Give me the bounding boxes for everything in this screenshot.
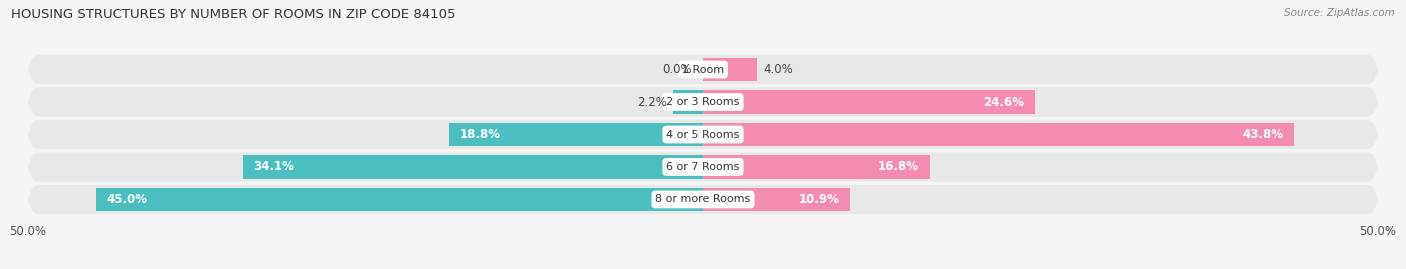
FancyBboxPatch shape — [28, 120, 1378, 149]
Text: 4.0%: 4.0% — [763, 63, 793, 76]
Text: 4 or 5 Rooms: 4 or 5 Rooms — [666, 129, 740, 140]
Text: 45.0%: 45.0% — [107, 193, 148, 206]
Text: 0.0%: 0.0% — [662, 63, 692, 76]
Text: 2 or 3 Rooms: 2 or 3 Rooms — [666, 97, 740, 107]
Text: 8 or more Rooms: 8 or more Rooms — [655, 194, 751, 204]
Bar — [703, 155, 929, 179]
Bar — [703, 188, 851, 211]
Bar — [243, 155, 703, 179]
Text: 18.8%: 18.8% — [460, 128, 501, 141]
Text: 2.2%: 2.2% — [637, 95, 666, 108]
FancyBboxPatch shape — [28, 87, 1378, 117]
Bar — [703, 58, 756, 81]
Text: 10.9%: 10.9% — [799, 193, 839, 206]
Bar — [96, 188, 703, 211]
Text: 34.1%: 34.1% — [253, 161, 294, 174]
Bar — [703, 123, 1294, 146]
Text: HOUSING STRUCTURES BY NUMBER OF ROOMS IN ZIP CODE 84105: HOUSING STRUCTURES BY NUMBER OF ROOMS IN… — [11, 8, 456, 21]
Text: Source: ZipAtlas.com: Source: ZipAtlas.com — [1284, 8, 1395, 18]
Text: 24.6%: 24.6% — [983, 95, 1024, 108]
FancyBboxPatch shape — [28, 152, 1378, 182]
Bar — [450, 123, 703, 146]
Text: 43.8%: 43.8% — [1243, 128, 1284, 141]
Bar — [673, 90, 703, 114]
Bar — [703, 90, 1035, 114]
Text: 1 Room: 1 Room — [682, 65, 724, 75]
FancyBboxPatch shape — [28, 55, 1378, 84]
Text: 6 or 7 Rooms: 6 or 7 Rooms — [666, 162, 740, 172]
FancyBboxPatch shape — [28, 185, 1378, 214]
Text: 16.8%: 16.8% — [877, 161, 920, 174]
